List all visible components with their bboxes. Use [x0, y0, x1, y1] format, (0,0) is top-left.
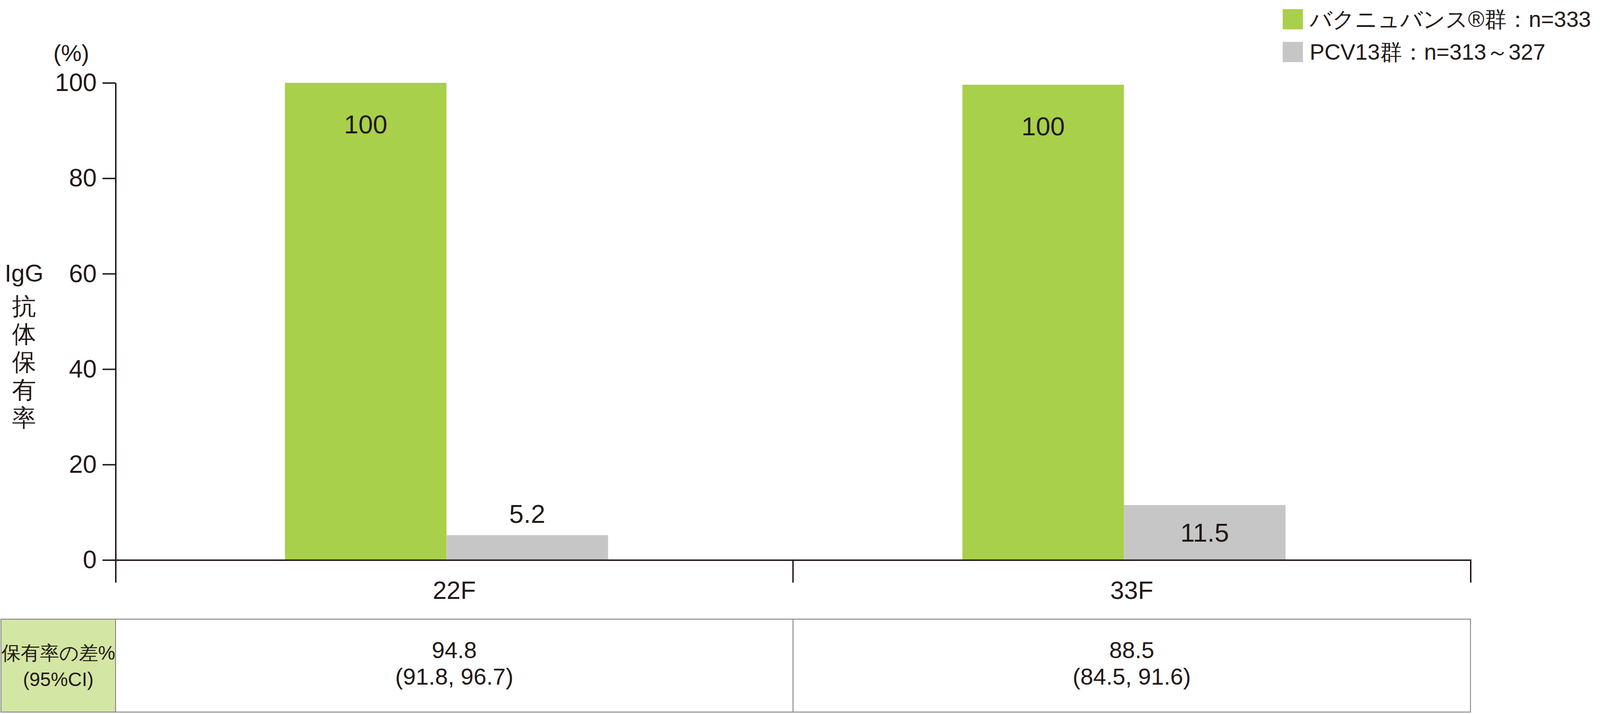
y-tick: 80	[68, 163, 116, 192]
legend-swatch	[1282, 41, 1303, 63]
y-label: IgG 抗体保有率	[4, 260, 44, 432]
x-boundary-tick	[792, 559, 794, 583]
table-header-text: 保有率の差%	[1, 642, 116, 664]
y-tick-mark	[102, 559, 116, 561]
bar	[962, 84, 1125, 560]
y-label-part: 率	[12, 404, 37, 432]
bar	[285, 82, 447, 560]
y-label-part: 保	[12, 348, 37, 376]
y-tick-label: 0	[82, 545, 97, 574]
y-tick-mark	[102, 464, 116, 466]
bars	[285, 82, 1286, 560]
x-tick: 33F	[1110, 559, 1154, 605]
legend-label: PCV13群：n=313～327	[1309, 39, 1546, 65]
table-cell-text: (91.8, 96.7)	[395, 663, 514, 690]
y-label-part: 体	[12, 320, 37, 348]
table-header-cell	[0, 619, 116, 713]
x-tick-label: 33F	[1110, 576, 1154, 605]
table-cell	[793, 619, 1471, 713]
y-tick-label: 40	[68, 354, 97, 383]
data-labels: 100 100 5.2 11.5	[343, 109, 1229, 547]
x-axis-line	[116, 560, 1471, 584]
y-tick-label: 60	[68, 259, 97, 288]
table-cell-text: 94.8	[431, 637, 477, 664]
y-tick: 100	[54, 68, 116, 97]
bar	[1123, 505, 1286, 560]
data-label: 5.2	[509, 499, 546, 529]
table: 保有率の差% (95%CI) 94.8(91.8, 96.7) 88.5(84.5, …	[0, 619, 1471, 713]
legend-label: バクニュバンス®群：n=333	[1309, 6, 1591, 32]
data-label: 100	[1021, 111, 1065, 141]
y-tick: 40	[68, 354, 116, 383]
table-cell	[115, 619, 794, 713]
y-tick-mark	[102, 273, 116, 275]
x-tick: 22F	[432, 559, 477, 605]
y-axis: 0 20 40 60 80 100	[54, 68, 116, 574]
data-label: 100	[343, 109, 388, 139]
y-label-part: 有	[12, 376, 37, 404]
y-tick-mark	[102, 368, 116, 371]
bar	[446, 534, 609, 560]
table-cell-text: 88.5	[1109, 637, 1155, 664]
y-tick-mark	[102, 177, 116, 180]
legend: バクニュバンス®群：n=333 PCV13群：n=313～327	[1282, 6, 1591, 65]
y-label-part: 抗	[12, 292, 37, 320]
y-tick: 0	[82, 545, 116, 574]
y-tick: 20	[68, 450, 116, 479]
x-tick-label: 22F	[432, 576, 477, 605]
y-tick: 60	[68, 259, 116, 288]
y-label-part: IgG	[4, 260, 44, 287]
table-cell-text: (84.5, 91.6)	[1072, 663, 1191, 690]
y-axis-line	[115, 83, 117, 561]
table-header-text: (95%CI)	[23, 668, 94, 690]
data-label: 11.5	[1180, 518, 1230, 547]
y-tick-label: 20	[68, 450, 97, 479]
y-tick-label: 100	[54, 68, 97, 97]
y-tick-mark	[102, 82, 116, 84]
y-tick-label: 80	[68, 163, 97, 192]
legend-swatch	[1282, 9, 1303, 30]
y-unit: (%)	[53, 40, 90, 66]
chart: 1001005.211.502040608010022F33F(%)IgG抗体保…	[0, 0, 1600, 714]
x-axis: 22F 33F	[116, 559, 1471, 605]
